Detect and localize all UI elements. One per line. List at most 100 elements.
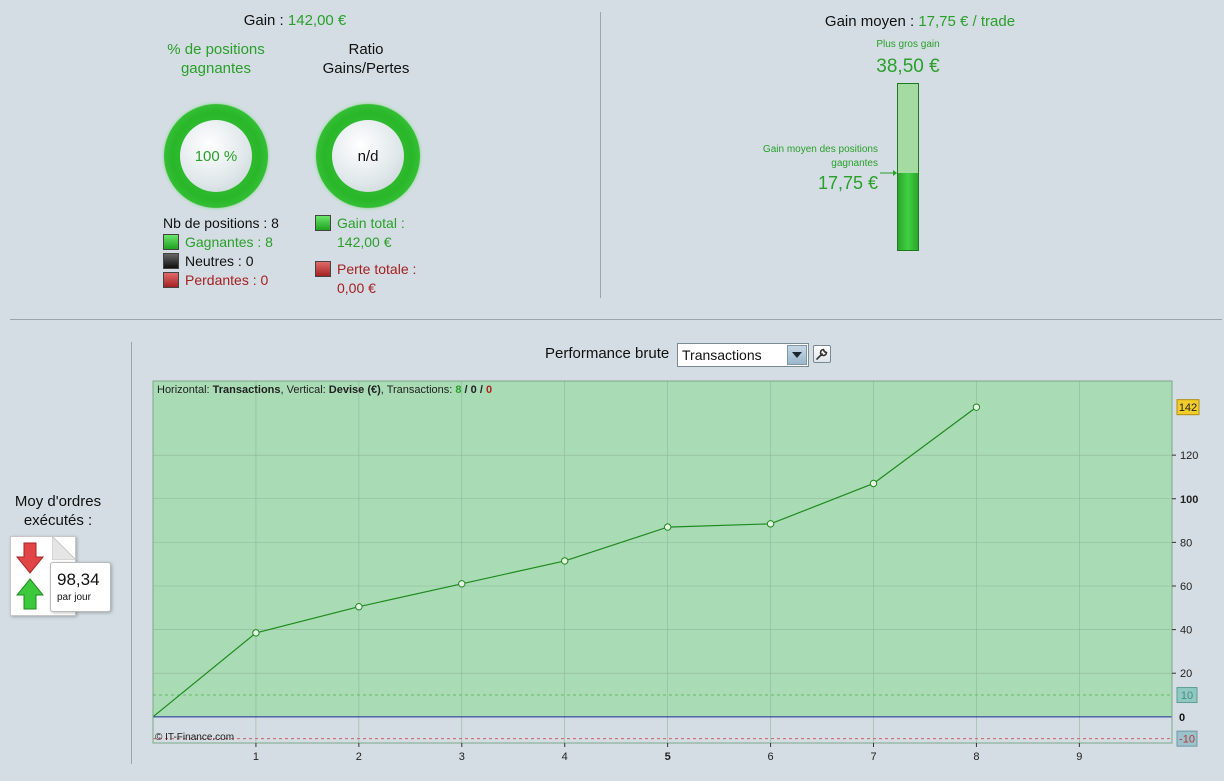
- y-tick-label: 100: [1180, 494, 1198, 506]
- orders-title-1: Moy d'ordres: [14, 493, 102, 510]
- red-square-icon: [163, 271, 179, 288]
- legend-perte-totale: Perte totale :: [315, 259, 416, 278]
- x-tick-label: 8: [973, 751, 979, 763]
- threshold-high-badge: [1176, 687, 1198, 704]
- data-point: [869, 479, 878, 488]
- data-point: [766, 520, 775, 528]
- legend-perdantes: Perdantes : 0: [163, 270, 279, 289]
- neutres-label: Neutres : 0: [185, 252, 254, 269]
- transactions-select[interactable]: Transactions: [677, 343, 809, 367]
- positive-area: [153, 381, 1172, 717]
- y-axis-ticks: 20 40 60 80 100 120: [1172, 450, 1198, 680]
- black-square-icon: [163, 252, 179, 269]
- x-axis-ticks: 1 2 3 4 5 6 7 8 9: [253, 743, 1082, 763]
- ratio-title: Ratio Gains/Pertes: [322, 41, 410, 77]
- last-value-badge-text: 142: [1179, 402, 1197, 414]
- perte-totale-value: 0,00 €: [337, 279, 376, 296]
- x-tick-label: 6: [768, 751, 774, 763]
- y-tick-label: 80: [1180, 537, 1192, 549]
- tx-losses: 0: [486, 384, 492, 396]
- x-tick-label: 3: [459, 751, 465, 763]
- data-point: [972, 403, 981, 411]
- totals-legend: Gain total : 142,00 € Perte totale : 0,0…: [315, 213, 416, 297]
- threshold-low-badge: [1176, 730, 1198, 747]
- gain-value: 142,00 €: [287, 12, 347, 29]
- performance-label: Performance brute: [545, 345, 670, 362]
- legend-gain-total: Gain total :: [315, 213, 416, 232]
- x-tick-label: 7: [870, 751, 876, 763]
- vertical-value: Devise (€): [329, 384, 381, 396]
- data-point: [355, 603, 363, 611]
- green-square-icon: [315, 214, 331, 231]
- legend-gagnantes: Gagnantes : 8: [163, 232, 279, 251]
- transactions-select-value: Transactions: [682, 347, 762, 363]
- nb-positions: Nb de positions : 8: [163, 214, 279, 231]
- positions-legend: Nb de positions : 8 Gagnantes : 8 Neutre…: [163, 213, 279, 289]
- transactions-label: , Transactions:: [381, 384, 456, 396]
- orders-title: Moy d'ordres exécutés :: [4, 492, 112, 530]
- y-tick-label: 60: [1180, 581, 1192, 593]
- win-rate-value: 100 %: [180, 120, 252, 192]
- orders-value: 98,34: [57, 570, 100, 589]
- y-tick-label: 20: [1180, 668, 1192, 680]
- tx-sep1: /: [462, 384, 471, 396]
- gain-summary: Gain : 142,00 €: [190, 12, 400, 29]
- chevron-down-icon: [792, 351, 802, 358]
- gain-moyen-line: Gain moyen : 17,75 € / trade: [800, 13, 1040, 30]
- data-points: [252, 403, 981, 637]
- gain-label: Gain :: [243, 12, 288, 29]
- green-square-icon: [163, 233, 179, 250]
- orders-title-2: exécutés :: [23, 512, 93, 529]
- tx-wins: 8: [455, 384, 461, 396]
- horizontal-value: Transactions: [213, 384, 281, 396]
- gain-total-label: Gain total :: [337, 214, 405, 231]
- moyen-gagnantes-label: Gain moyen des positions gagnantes: [700, 143, 878, 171]
- x-tick-label: 5: [665, 751, 671, 763]
- top-divider: [600, 12, 601, 298]
- section-divider: [10, 319, 1222, 320]
- chart-options-button[interactable]: [813, 345, 831, 363]
- gain-moyen-value: 17,75 € / trade: [918, 13, 1016, 30]
- gain-total-value: 142,00 €: [337, 233, 392, 250]
- orders-value-box: 98,34 par jour: [50, 562, 111, 612]
- x-tick-label: 9: [1076, 751, 1082, 763]
- pointer-arrow-icon: [880, 170, 897, 176]
- moyen-gagnantes-value: 17,75 €: [817, 173, 878, 193]
- x-tick-label: 2: [356, 751, 362, 763]
- gagnantes-label: Gagnantes : 8: [185, 233, 273, 250]
- plus-gros-gain-value: 38,50 €: [876, 56, 940, 77]
- ratio-gauge: n/d: [316, 104, 420, 208]
- data-point: [663, 523, 672, 531]
- y-tick-label: 120: [1180, 450, 1198, 462]
- tx-neutral: 0: [471, 384, 477, 396]
- ratio-value: n/d: [332, 120, 404, 192]
- red-square-icon: [315, 260, 331, 277]
- tx-sep2: /: [477, 384, 486, 396]
- threshold-low-badge-text: -10: [1179, 734, 1195, 746]
- copyright-text: © IT-Finance.com: [155, 732, 234, 743]
- threshold-high-badge-text: 10: [1181, 690, 1193, 702]
- data-point: [252, 629, 260, 637]
- gain-moyen-bar: [897, 83, 919, 251]
- select-dropdown-button[interactable]: [787, 345, 807, 365]
- win-rate-title: % de positions gagnantes: [167, 41, 265, 77]
- horizontal-label: Horizontal:: [157, 384, 213, 396]
- y-tick-label: 40: [1180, 625, 1192, 637]
- arrow-up-green-icon: [16, 578, 44, 610]
- gain-moyen-label: Gain moyen :: [824, 13, 919, 30]
- gain-moyen-bar-fill: [898, 173, 918, 250]
- chart-grid: [153, 381, 1172, 743]
- orders-unit: par jour: [57, 592, 91, 603]
- x-tick-label: 1: [253, 751, 259, 763]
- perdantes-label: Perdantes : 0: [185, 271, 269, 288]
- x-tick-label: 4: [562, 751, 568, 763]
- perte-totale-label: Perte totale :: [337, 260, 417, 277]
- bottom-divider: [131, 342, 132, 764]
- moyen-gagnantes-label-2: gagnantes: [831, 158, 878, 169]
- data-point: [458, 580, 466, 588]
- y-zero-label: 0: [1179, 712, 1185, 724]
- legend-neutres: Neutres : 0: [163, 251, 279, 270]
- plus-gros-gain-label: Plus gros gain: [876, 39, 940, 50]
- moyen-gagnantes-label-1: Gain moyen des positions: [762, 144, 878, 155]
